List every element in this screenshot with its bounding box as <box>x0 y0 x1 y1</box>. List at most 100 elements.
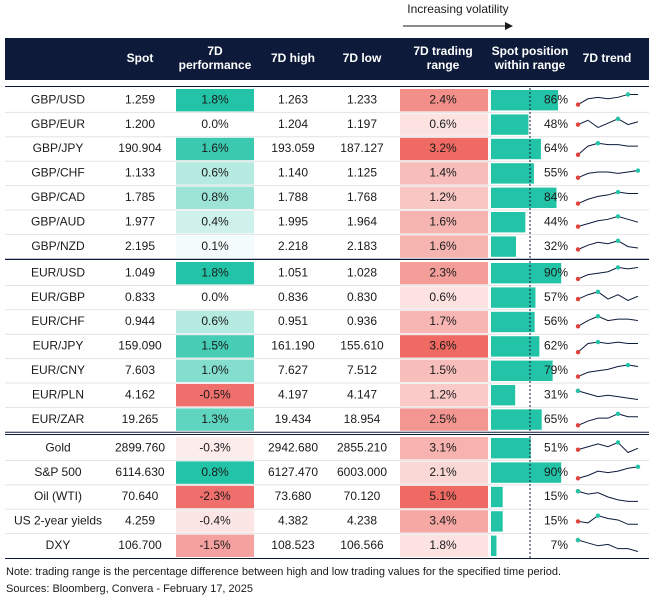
position-bar <box>491 311 535 333</box>
trend-start <box>575 247 581 252</box>
asset-name: GBP/CAD <box>31 190 85 204</box>
trend-high <box>595 141 601 146</box>
trading-range: 2.3% <box>429 265 457 279</box>
trading-range: 1.4% <box>429 166 457 180</box>
column-header: 7D high <box>271 51 315 65</box>
high: 1.140 <box>278 166 308 180</box>
position: 90% <box>544 465 568 479</box>
trend-line <box>577 291 639 302</box>
position-bar <box>491 187 557 208</box>
position-bar <box>491 535 497 556</box>
performance: 1.8% <box>201 265 229 279</box>
performance: 0.0% <box>201 290 229 304</box>
trend-line <box>577 266 639 280</box>
performance: 1.6% <box>201 141 229 155</box>
asset-name: EUR/CNY <box>31 363 85 377</box>
trading-range: 1.7% <box>429 314 457 328</box>
spot: 190.904 <box>118 141 162 155</box>
position-bar <box>491 163 534 184</box>
asset-name: EUR/GBP <box>31 290 85 304</box>
trading-range: 1.6% <box>429 214 457 228</box>
position: 62% <box>544 339 568 353</box>
range-cell <box>400 186 488 209</box>
trading-range: 3.6% <box>429 339 457 353</box>
trend-line <box>577 413 638 426</box>
trend-line <box>577 142 638 156</box>
range-cell <box>400 335 488 358</box>
trend-high <box>575 537 581 543</box>
position: 64% <box>544 141 568 155</box>
range-cell <box>400 235 488 258</box>
high: 193.059 <box>271 141 315 155</box>
asset-name: Gold <box>45 440 70 454</box>
trend-start <box>575 423 581 428</box>
high: 7.627 <box>278 363 308 377</box>
position-bar <box>491 409 542 430</box>
high: 73.680 <box>275 489 312 503</box>
trend-high <box>575 388 581 394</box>
performance: 0.4% <box>201 214 229 228</box>
low: 106.566 <box>340 538 384 552</box>
low: 1.233 <box>347 92 377 106</box>
note: Note: trading range is the percentage di… <box>6 566 561 578</box>
high: 2.218 <box>278 239 308 253</box>
spot: 0.833 <box>125 290 155 304</box>
spot: 0.944 <box>125 314 155 328</box>
position-bar <box>491 212 526 233</box>
low: 1.197 <box>347 117 377 131</box>
performance-cell <box>176 510 254 533</box>
performance: -2.3% <box>199 489 231 503</box>
column-header: Spot <box>127 51 154 65</box>
range-cell <box>400 437 488 460</box>
trend-line <box>577 240 639 250</box>
volatility-label: Increasing volatility <box>407 2 508 16</box>
performance: 1.8% <box>201 92 229 106</box>
range-cell <box>400 162 488 185</box>
high: 19.434 <box>275 412 312 426</box>
asset-name: EUR/ZAR <box>32 412 85 426</box>
performance-cell <box>176 113 254 136</box>
range-cell <box>400 534 488 557</box>
trend-start <box>575 476 581 481</box>
trend-high <box>625 92 631 97</box>
low: 18.954 <box>344 412 381 426</box>
low: 1.768 <box>347 190 377 204</box>
low: 6003.000 <box>337 465 387 479</box>
spot: 19.265 <box>122 412 159 426</box>
trading-range: 2.4% <box>429 92 457 106</box>
trading-range: 2.5% <box>429 412 457 426</box>
asset-name: GBP/CHF <box>31 166 84 180</box>
performance-cell <box>176 235 254 258</box>
performance: -0.4% <box>199 514 231 528</box>
range-cell <box>400 137 488 161</box>
trend-start <box>575 152 581 157</box>
high: 1.204 <box>278 117 308 131</box>
spot: 4.259 <box>125 514 155 528</box>
trend-start <box>575 122 581 127</box>
performance: 0.8% <box>201 190 229 204</box>
low: 0.936 <box>347 314 377 328</box>
performance-cell <box>176 186 254 209</box>
position: 51% <box>544 440 568 454</box>
position: 79% <box>544 363 568 377</box>
spot: 1.133 <box>125 166 155 180</box>
column-header: 7D trading <box>413 44 472 58</box>
spot: 4.162 <box>125 387 155 401</box>
position: 84% <box>544 190 568 204</box>
trend-high <box>595 289 601 295</box>
trend-high <box>595 513 601 518</box>
performance: -0.5% <box>199 387 231 401</box>
performance-cell <box>176 310 254 334</box>
spot: 1.259 <box>125 92 155 106</box>
asset-name: US 2-year yields <box>14 514 102 528</box>
spot: 159.090 <box>118 339 162 353</box>
high: 0.836 <box>278 290 308 304</box>
range-cell <box>400 485 488 509</box>
trend-high <box>615 189 621 195</box>
trend-high <box>635 464 641 470</box>
performance-cell <box>176 461 254 484</box>
low: 1.125 <box>347 166 377 180</box>
column-header: range <box>427 58 460 72</box>
trend-line <box>577 341 638 353</box>
position-bar <box>491 462 562 483</box>
